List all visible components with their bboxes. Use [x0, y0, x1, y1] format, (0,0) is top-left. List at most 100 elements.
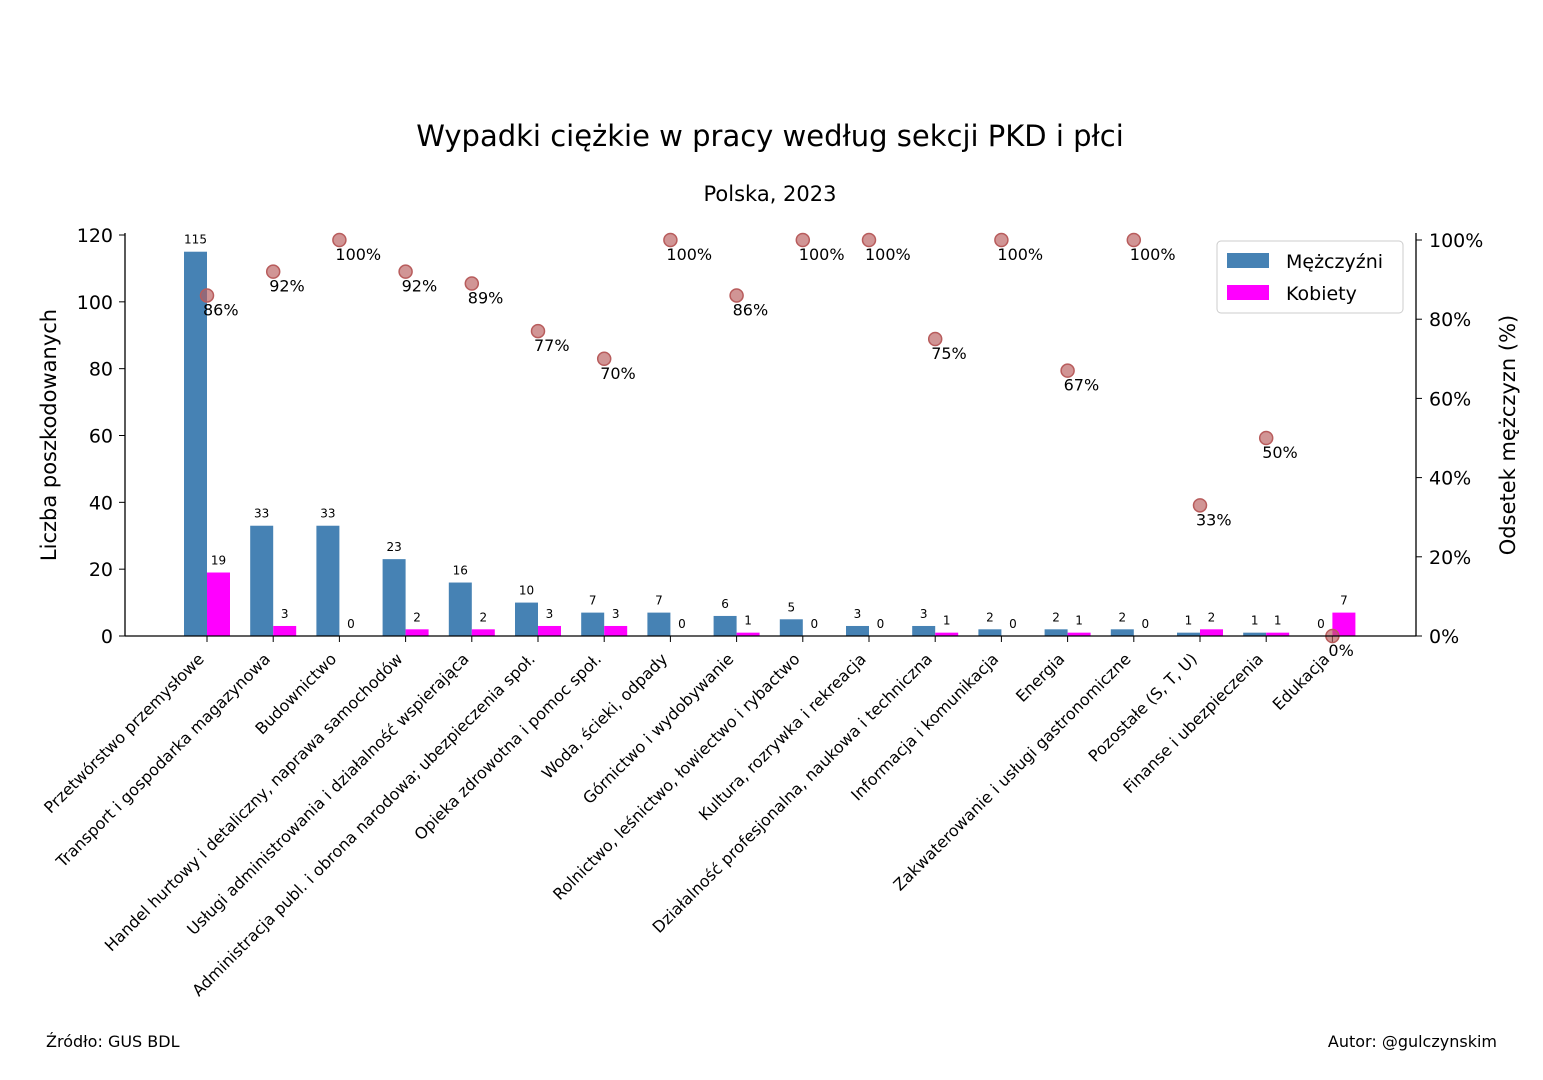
bar-women: [1332, 612, 1356, 636]
bar-men: [581, 612, 605, 636]
bar-men: [515, 602, 538, 636]
share-point: [663, 232, 678, 248]
bar-women: [935, 632, 959, 636]
bar-value-label-women: 0: [1009, 617, 1017, 631]
bar-women: [538, 625, 561, 636]
bar-value-label-women: 3: [546, 607, 554, 621]
y2-tick-label: 20%: [1429, 547, 1471, 569]
bar-men: [184, 251, 207, 637]
y-axis-label: Liczba poszkodowanych: [37, 309, 61, 561]
bar-value-label-women: 2: [413, 610, 421, 624]
legend-label-men: Mężczyźni: [1286, 251, 1383, 273]
share-label: 70%: [600, 364, 636, 383]
share-label: 100%: [666, 245, 712, 264]
x-tick-label: Zakwaterowanie i usługi gastronomiczne: [890, 649, 1135, 894]
share-label: 92%: [269, 277, 305, 296]
legend-label-women: Kobiety: [1286, 283, 1357, 305]
bar-value-label-men: 10: [519, 584, 534, 598]
bar-value-label-men: 3: [854, 607, 862, 621]
share-label: 50%: [1262, 443, 1298, 462]
bar-value-label-men: 33: [254, 507, 269, 521]
legend-swatch-women: [1227, 285, 1269, 300]
footer-author: Autor: @gulczynskim: [1328, 1032, 1497, 1051]
bar-value-label-women: 0: [678, 617, 686, 631]
bar-women: [1266, 632, 1290, 636]
y2-axis-label: Odsetek mężczyzn (%): [1496, 315, 1520, 555]
share-point: [332, 232, 347, 248]
bar-value-label-women: 1: [1075, 614, 1083, 628]
share-label: 86%: [203, 300, 239, 319]
share-label: 89%: [468, 289, 504, 308]
bar-men: [448, 582, 472, 636]
y-tick-label: 0: [101, 626, 113, 648]
bar-men: [382, 559, 406, 636]
share-point: [861, 232, 877, 248]
y2-tick-label: 40%: [1429, 468, 1471, 490]
bar-women: [604, 625, 628, 636]
bar-value-label-men: 115: [184, 233, 207, 247]
bar-value-label-men: 33: [320, 507, 335, 521]
bar-men: [647, 612, 671, 636]
bar-value-label-men: 23: [386, 540, 401, 554]
bar-men: [1110, 629, 1134, 636]
legend-swatch-men: [1227, 253, 1269, 268]
x-tick-label: Woda, ścieki, odpady: [538, 649, 671, 782]
share-label: 33%: [1196, 510, 1232, 529]
share-point: [199, 288, 215, 303]
bar-value-label-men: 16: [453, 564, 468, 578]
share-point: [795, 232, 811, 248]
y-tick-label: 120: [77, 225, 113, 247]
y2-tick-label: 60%: [1429, 388, 1471, 410]
bar-men: [846, 625, 869, 636]
bar-value-label-women: 1: [943, 614, 951, 628]
footer-source: Źródło: GUS BDL: [46, 1032, 180, 1051]
bar-value-label-men: 2: [986, 610, 994, 624]
share-point: [729, 288, 744, 303]
y-tick-label: 80: [89, 359, 113, 381]
bar-value-label-men: 0: [1317, 617, 1325, 631]
bar-value-label-women: 0: [1141, 617, 1149, 631]
bar-women: [207, 572, 230, 636]
bar-value-label-men: 3: [920, 607, 928, 621]
bar-women: [1067, 632, 1091, 636]
share-label: 100%: [997, 245, 1043, 264]
y2-tick-label: 80%: [1429, 309, 1471, 331]
bar-women: [736, 632, 760, 636]
y-tick-label: 60: [89, 426, 113, 448]
bar-men: [316, 525, 340, 636]
y-tick-label: 100: [77, 292, 113, 314]
bar-value-label-men: 6: [721, 597, 729, 611]
bar-men: [912, 625, 936, 636]
y2-tick-label: 100%: [1429, 230, 1483, 252]
share-label: 86%: [733, 300, 769, 319]
share-point: [530, 323, 546, 339]
bar-value-label-men: 5: [787, 600, 795, 614]
share-point: [927, 331, 943, 347]
bar-men: [1044, 629, 1068, 636]
bar-women: [1200, 629, 1223, 636]
share-point: [398, 264, 413, 279]
bar-men: [250, 525, 274, 636]
x-tick-label: Energia: [1012, 649, 1068, 705]
share-label: 100%: [799, 245, 845, 264]
bar-value-label-women: 0: [347, 617, 355, 631]
share-point: [1126, 232, 1142, 248]
y-tick-label: 40: [89, 492, 113, 514]
share-label: 100%: [335, 245, 381, 264]
share-label: 0%: [1328, 641, 1353, 660]
chart-subtitle: Polska, 2023: [704, 182, 837, 206]
y-tick-label: 20: [89, 559, 113, 581]
bar-value-label-men: 2: [1118, 610, 1126, 624]
share-point: [994, 232, 1009, 248]
share-point: [596, 351, 612, 367]
x-tick-label: Rolnictwo, leśnictwo, łowiectwo i rybact…: [549, 649, 803, 903]
x-tick-label: Pozostałe (S, T, U): [1085, 649, 1201, 765]
legend: Mężczyźni Kobiety: [1216, 240, 1404, 314]
share-label: 67%: [1064, 376, 1100, 395]
plot-area: 0204060801001200%20%40%60%80%100%11519Pr…: [40, 225, 1483, 1000]
bar-value-label-women: 3: [612, 607, 620, 621]
bar-value-label-women: 2: [1208, 610, 1216, 624]
bar-value-label-women: 1: [1274, 614, 1282, 628]
bar-men: [978, 629, 1002, 636]
